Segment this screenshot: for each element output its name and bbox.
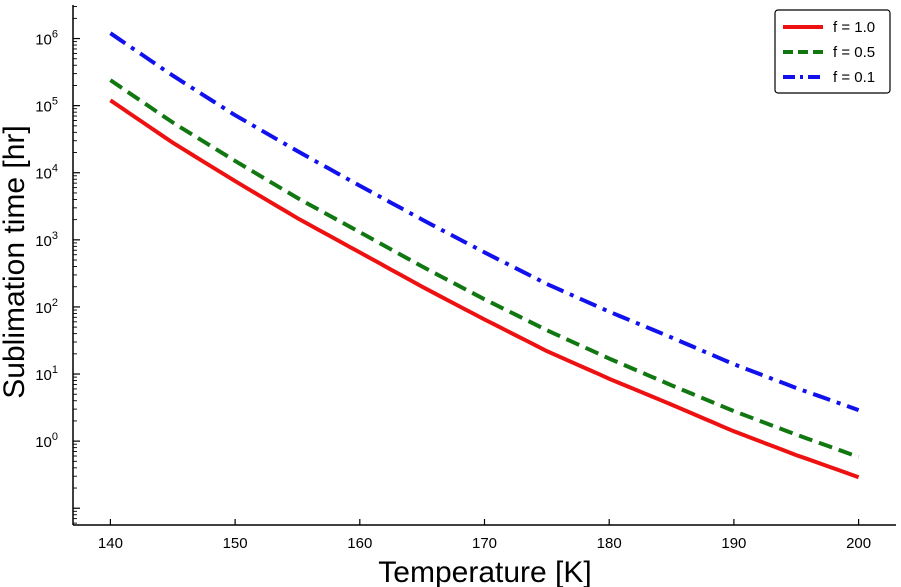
- x-tick-label: 180: [597, 535, 622, 552]
- x-tick-label: 140: [98, 535, 123, 552]
- series-line-2: [109, 78, 860, 459]
- y-tick-label: 103: [35, 230, 58, 250]
- plot-area: [109, 31, 860, 480]
- legend-label-2: f = 0.5: [833, 44, 875, 61]
- x-tick-label: 190: [721, 535, 746, 552]
- x-axis: 140 150 160 170 180 190 200: [73, 519, 896, 552]
- y-tick-label: 101: [35, 364, 58, 384]
- y-axis-title: Sublimation time [hr]: [0, 125, 31, 398]
- x-axis-title: Temperature [K]: [378, 556, 591, 587]
- legend-label-3: f = 0.1: [833, 69, 875, 86]
- x-tick-label: 150: [223, 535, 248, 552]
- y-axis: 100 101 102 103 104 105 106: [35, 5, 80, 525]
- y-tick-label: 104: [35, 163, 58, 183]
- x-tick-label: 170: [472, 535, 497, 552]
- y-tick-label: 106: [35, 29, 58, 49]
- series-line-1: [109, 98, 860, 480]
- legend: f = 1.0 f = 0.5 f = 0.1: [774, 9, 891, 94]
- legend-label-1: f = 1.0: [833, 19, 875, 36]
- y-tick-label: 100: [35, 431, 58, 451]
- y-tick-label: 105: [35, 96, 58, 116]
- series-line-3: [109, 31, 860, 412]
- x-tick-label: 200: [846, 535, 871, 552]
- x-tick-label: 160: [347, 535, 372, 552]
- y-tick-label: 102: [35, 297, 58, 317]
- legend-box: [774, 9, 891, 94]
